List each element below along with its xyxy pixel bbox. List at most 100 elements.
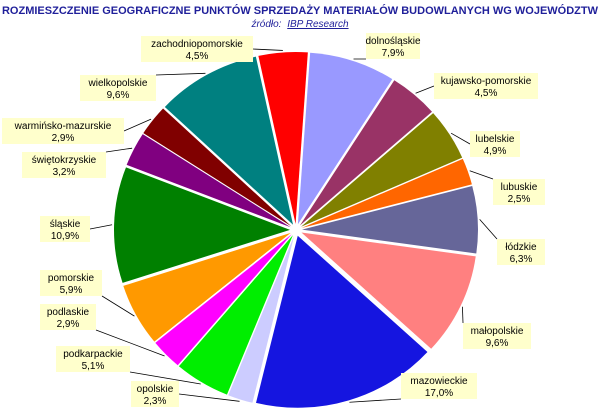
slice-malopolskie bbox=[301, 232, 476, 349]
pie-slices bbox=[114, 52, 478, 408]
slice-name-label: podlaskie bbox=[47, 307, 90, 318]
slice-value-label: 5,9% bbox=[60, 285, 83, 296]
leader-opolskie bbox=[178, 393, 240, 402]
label-box bbox=[40, 270, 102, 296]
slice-zachodniopomorskie bbox=[258, 52, 308, 225]
slice-name-label: małopolskie bbox=[471, 326, 524, 337]
slice-value-label: 9,6% bbox=[107, 90, 130, 101]
label-box bbox=[463, 323, 531, 349]
leader-wielkopolskie bbox=[155, 72, 206, 76]
label-box bbox=[80, 75, 156, 101]
label-box bbox=[493, 179, 545, 205]
slice-podlaskie bbox=[155, 234, 292, 366]
leader-kujawsko-pomorskie bbox=[415, 85, 435, 94]
slice-value-label: 5,1% bbox=[82, 361, 105, 372]
leader-zachodniopomorskie bbox=[252, 48, 283, 51]
slice-value-label: 2,9% bbox=[52, 133, 75, 144]
leader-lodzkie bbox=[479, 219, 498, 240]
label-box bbox=[22, 152, 106, 178]
subtitle-prefix: źródło: bbox=[250, 19, 281, 30]
slice-dolnoslaskie bbox=[297, 52, 393, 225]
leader-lubelskie bbox=[450, 132, 471, 145]
leader-podkarpackie bbox=[129, 371, 201, 385]
chart-subtitle: źródło: IBP Research bbox=[250, 19, 349, 30]
leader-slaskie bbox=[89, 224, 113, 230]
slice-value-label: 2,9% bbox=[57, 319, 80, 330]
leader-warminsko-mazurskie bbox=[123, 118, 152, 132]
slice-warminsko-mazurskie bbox=[143, 108, 292, 227]
slice-name-label: łódzkie bbox=[505, 242, 537, 253]
label-box bbox=[40, 304, 96, 330]
slice-kujawsko-pomorskie bbox=[299, 80, 432, 226]
slice-value-label: 6,3% bbox=[510, 254, 533, 265]
label-box bbox=[40, 216, 90, 242]
slice-value-label: 9,6% bbox=[486, 338, 509, 349]
slice-name-label: zachodniopomorskie bbox=[151, 39, 243, 50]
leader-lubuskie bbox=[469, 170, 494, 180]
slice-name-label: lubelskie bbox=[476, 134, 515, 145]
slice-value-label: 2,5% bbox=[508, 194, 531, 205]
label-box bbox=[470, 131, 520, 157]
label-box bbox=[131, 381, 179, 407]
label-box bbox=[56, 346, 130, 372]
subtitle-source: IBP Research bbox=[287, 19, 349, 30]
slice-mazowieckie bbox=[256, 235, 428, 408]
slice-wielkopolskie bbox=[164, 56, 294, 225]
chart-title: ROZMIESZCZENIE GEOGRAFICZNE PUNKTÓW SPRZ… bbox=[2, 4, 599, 17]
slice-name-label: dolnośląskie bbox=[365, 36, 420, 47]
leader-podlaskie bbox=[95, 329, 165, 357]
slice-name-label: mazowieckie bbox=[410, 376, 468, 387]
slice-value-label: 4,5% bbox=[186, 51, 209, 62]
slice-pomorskie bbox=[123, 232, 291, 342]
slice-value-label: 4,9% bbox=[484, 146, 507, 157]
leader-swietokrzyskie bbox=[105, 147, 133, 153]
leader-mazowieckie bbox=[349, 398, 402, 403]
slice-slaskie bbox=[114, 167, 291, 283]
slice-name-label: podkarpackie bbox=[63, 349, 123, 360]
label-box bbox=[497, 239, 545, 265]
slice-name-label: warmińsko-mazurskie bbox=[14, 121, 112, 132]
slice-value-label: 17,0% bbox=[425, 388, 453, 399]
slice-name-label: świętokrzyskie bbox=[32, 155, 97, 166]
slice-lodzkie bbox=[301, 185, 478, 254]
slice-value-label: 2,3% bbox=[144, 396, 167, 407]
slice-name-label: wielkopolskie bbox=[88, 78, 148, 89]
slice-name-label: śląskie bbox=[50, 219, 81, 230]
leader-pomorskie bbox=[101, 295, 135, 317]
leader-lines bbox=[89, 48, 498, 403]
slice-name-label: opolskie bbox=[137, 384, 174, 395]
slice-value-label: 4,5% bbox=[475, 88, 498, 99]
slice-lubuskie bbox=[301, 158, 472, 229]
label-box bbox=[2, 118, 124, 144]
slice-name-label: pomorskie bbox=[48, 273, 95, 284]
slice-name-label: lubuskie bbox=[501, 182, 538, 193]
slice-podkarpackie bbox=[178, 235, 293, 395]
slice-opolskie bbox=[228, 235, 295, 403]
slice-lubelskie bbox=[301, 113, 463, 227]
label-box bbox=[401, 373, 477, 399]
leader-malopolskie bbox=[462, 306, 464, 324]
slice-swietokrzyskie bbox=[126, 134, 291, 228]
label-box bbox=[141, 36, 253, 62]
slice-value-label: 7,9% bbox=[382, 48, 405, 59]
slice-value-label: 3,2% bbox=[53, 167, 76, 178]
label-box bbox=[366, 33, 420, 59]
